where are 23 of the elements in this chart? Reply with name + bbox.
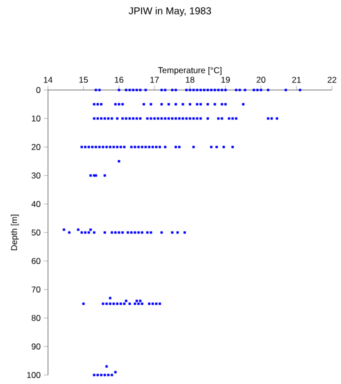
y-tick-label: 70 [32, 286, 40, 292]
chart-title: JPIW in May, 1983 [128, 7, 211, 16]
y-tick-label: 60 [32, 258, 40, 264]
y-tick-label: 40 [31, 201, 40, 207]
y-tick-label: 80 [32, 315, 40, 321]
x-axis-title: Temperature [°C] [158, 66, 222, 75]
x-tick-label: 21 [292, 76, 301, 83]
y-tick-label: 20 [32, 144, 40, 150]
x-tick-label: 22 [328, 76, 336, 83]
x-tick-label: 14 [44, 76, 52, 83]
y-tick-label: 10 [32, 116, 40, 122]
y-tick-label: 90 [32, 344, 40, 350]
x-tick-label: 20 [256, 76, 266, 83]
y-tick-label: 30 [32, 172, 40, 178]
y-tick-label: 0 [36, 87, 40, 93]
y-axis-title: Depth [m] [10, 214, 19, 250]
x-tick-label: 19 [221, 76, 230, 83]
x-tick-label: 15 [79, 76, 88, 83]
y-tick-label: 100 [27, 372, 40, 378]
x-tick-label: 18 [186, 76, 194, 83]
y-tick-label: 50 [32, 230, 40, 236]
x-tick-label: 16 [114, 76, 124, 83]
x-tick-label: 17 [150, 76, 159, 83]
